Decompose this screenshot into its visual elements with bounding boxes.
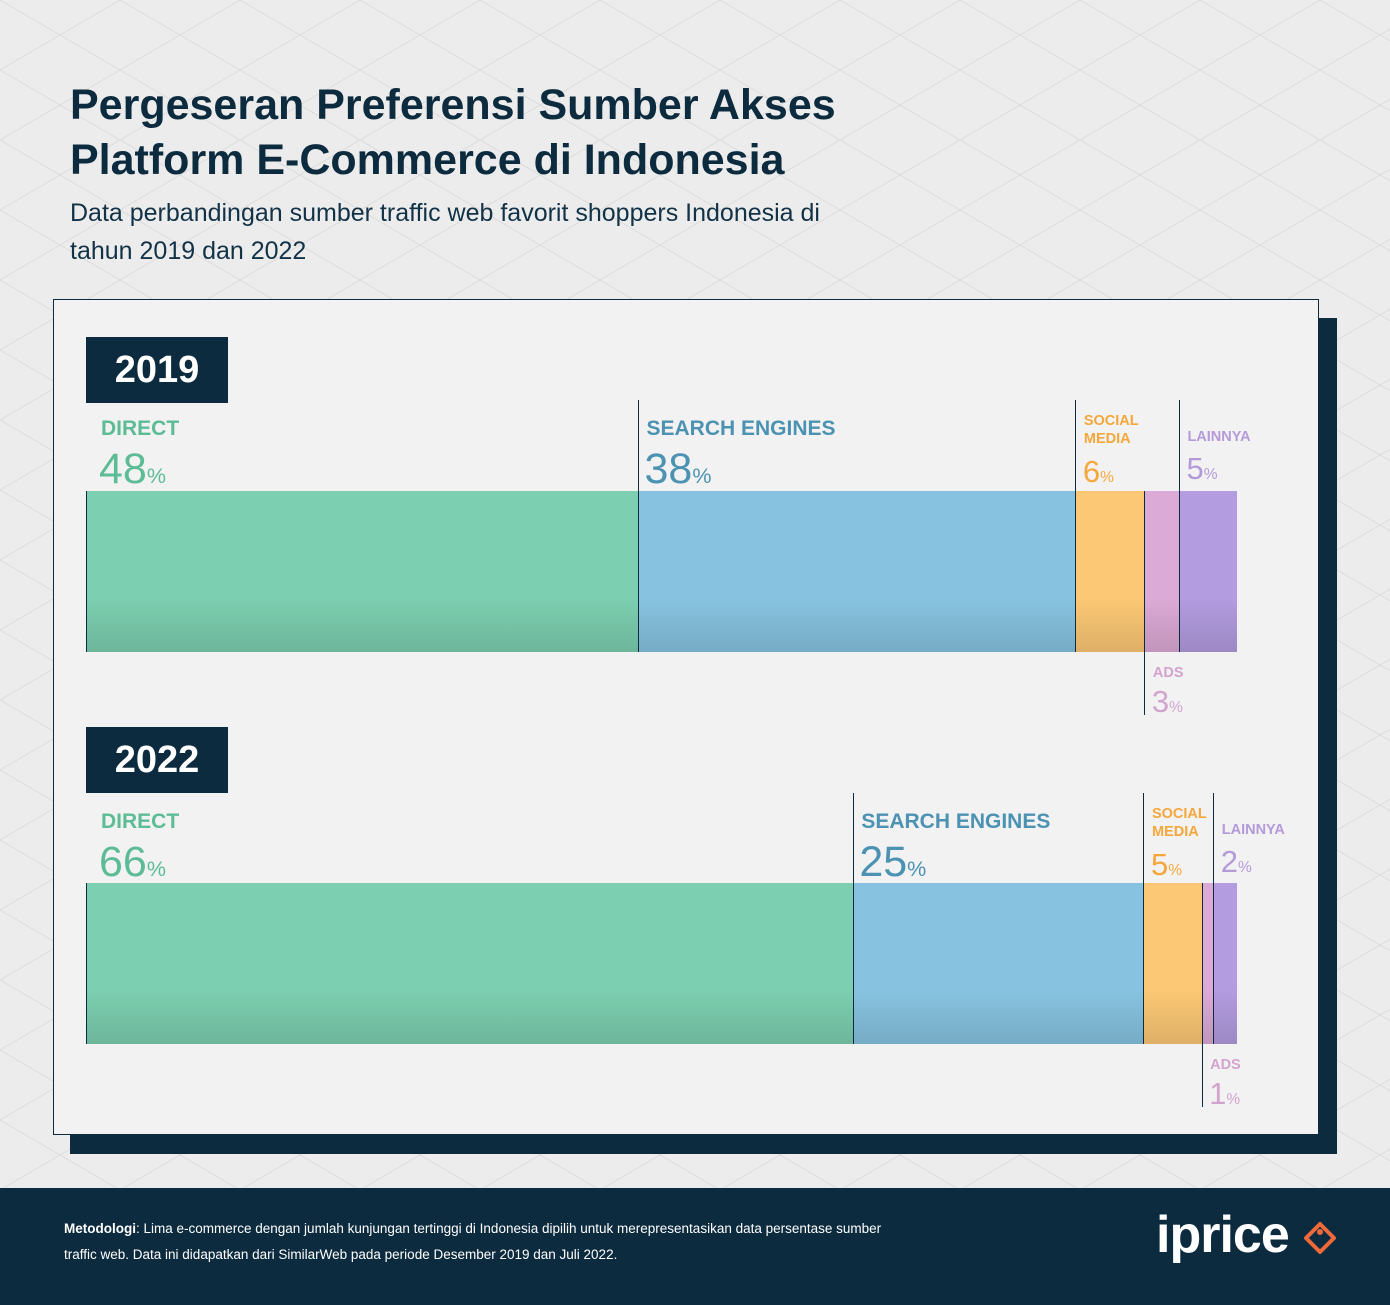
- value-social-media-2019: 6%: [1082, 454, 1114, 489]
- bar-segment-lainnya-2019: [1179, 491, 1237, 652]
- methodology-note: Metodologi: Lima e-commerce dengan jumla…: [64, 1216, 904, 1268]
- divider-ads-2022: [1201, 883, 1203, 1107]
- bar-segment-search-engines-2019: [638, 491, 1076, 652]
- iprice-logo: iprice: [1156, 1206, 1290, 1264]
- bar-segment-lainnya-2022: [1213, 883, 1237, 1044]
- label-direct-2019: DIRECT: [101, 417, 180, 440]
- label-search-engines-2022: SEARCH ENGINES: [861, 810, 1051, 833]
- value-ads-2022: 1%: [1209, 1076, 1241, 1111]
- divider-search-engines-2022: [852, 793, 854, 1044]
- year-badge-2022: 2022: [86, 727, 228, 793]
- methodology-text: : Lima e-commerce dengan jumlah kunjunga…: [64, 1221, 882, 1262]
- divider-lainnya-2019: [1178, 400, 1180, 652]
- bar-segment-social-media-2022: [1143, 883, 1203, 1044]
- value-social-media-2022: 5%: [1150, 847, 1183, 882]
- bar-shade: [1213, 989, 1237, 1044]
- label-lainnya-2022: LAINNYA: [1221, 822, 1285, 838]
- divider-search-engines-2019: [637, 400, 639, 652]
- bar-segment-direct-2022: [86, 883, 854, 1044]
- bar-shade: [86, 989, 854, 1044]
- value-lainnya-2019: 5%: [1186, 451, 1218, 486]
- label-search-engines-2019: SEARCH ENGINES: [646, 417, 836, 440]
- divider-social-media-2022: [1143, 793, 1145, 1044]
- bar-shade: [1143, 989, 1203, 1044]
- bar-shade: [1179, 597, 1237, 652]
- bar-shade: [1202, 989, 1214, 1044]
- label-social-media-2022: SOCIAL MEDIA: [1151, 806, 1207, 840]
- value-direct-2022: 66%: [99, 838, 166, 886]
- footer: [0, 1188, 1390, 1305]
- label-lainnya-2019: LAINNYA: [1187, 429, 1251, 445]
- value-search-engines-2019: 38%: [644, 445, 712, 493]
- bar-shade: [638, 597, 1076, 652]
- value-lainnya-2022: 2%: [1220, 844, 1252, 879]
- divider-direct-2019: [85, 491, 87, 652]
- divider-ads-2019: [1144, 491, 1146, 715]
- bar-shade: [1144, 597, 1180, 652]
- label-social-media-2019: SOCIAL MEDIA: [1083, 413, 1139, 447]
- page-title: Pergeseran Preferensi Sumber Akses Platf…: [70, 81, 836, 184]
- label-direct-2022: DIRECT: [101, 810, 180, 833]
- bar-segment-social-media-2019: [1075, 491, 1145, 652]
- value-direct-2019: 48%: [99, 445, 166, 493]
- bar-shade: [853, 989, 1144, 1044]
- bar-segment-direct-2019: [86, 491, 639, 652]
- value-search-engines-2022: 25%: [859, 838, 927, 886]
- methodology-label: Metodologi: [64, 1221, 136, 1236]
- year-badge-2019: 2019: [86, 337, 228, 403]
- divider-lainnya-2022: [1213, 793, 1215, 1044]
- bar-shade: [1075, 597, 1145, 652]
- bar-segment-search-engines-2022: [853, 883, 1144, 1044]
- divider-direct-2022: [85, 883, 87, 1044]
- bar-segment-ads-2022: [1202, 883, 1214, 1044]
- page-subtitle: Data perbandingan sumber traffic web fav…: [70, 199, 820, 265]
- bar-segment-ads-2019: [1144, 491, 1180, 652]
- price-tag-icon: [1304, 1222, 1336, 1254]
- divider-social-media-2019: [1075, 400, 1077, 652]
- label-ads-2022: ADS: [1210, 1057, 1241, 1073]
- value-ads-2019: 3%: [1151, 684, 1183, 719]
- label-ads-2019: ADS: [1152, 665, 1184, 681]
- bar-shade: [86, 597, 639, 652]
